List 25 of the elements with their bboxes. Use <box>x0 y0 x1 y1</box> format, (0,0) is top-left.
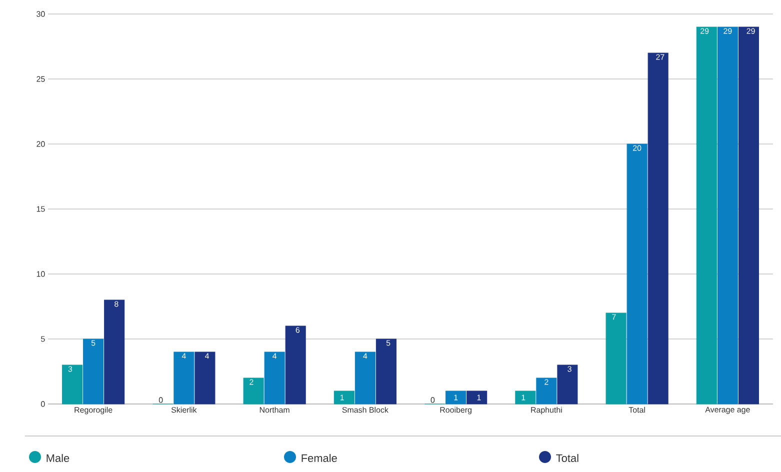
bar <box>285 326 306 404</box>
bar <box>557 364 578 404</box>
bar <box>83 338 104 404</box>
bar <box>515 390 536 404</box>
bar <box>536 378 557 404</box>
bar <box>738 26 759 404</box>
bar <box>648 52 668 404</box>
bar <box>334 390 354 404</box>
bar <box>174 352 194 404</box>
bar <box>62 364 83 404</box>
bar <box>606 312 626 404</box>
legend-label: Total <box>556 454 578 462</box>
bar <box>446 390 466 404</box>
bar <box>376 338 396 404</box>
bar <box>243 378 264 404</box>
bar <box>354 352 376 404</box>
bar <box>696 26 717 404</box>
bar <box>194 352 216 404</box>
legend-label: Male <box>46 454 70 462</box>
bar <box>626 144 648 404</box>
bar <box>104 300 125 404</box>
bar <box>264 352 285 404</box>
bar <box>717 26 738 404</box>
legend-label: Female <box>302 454 337 462</box>
bar <box>466 390 488 404</box>
